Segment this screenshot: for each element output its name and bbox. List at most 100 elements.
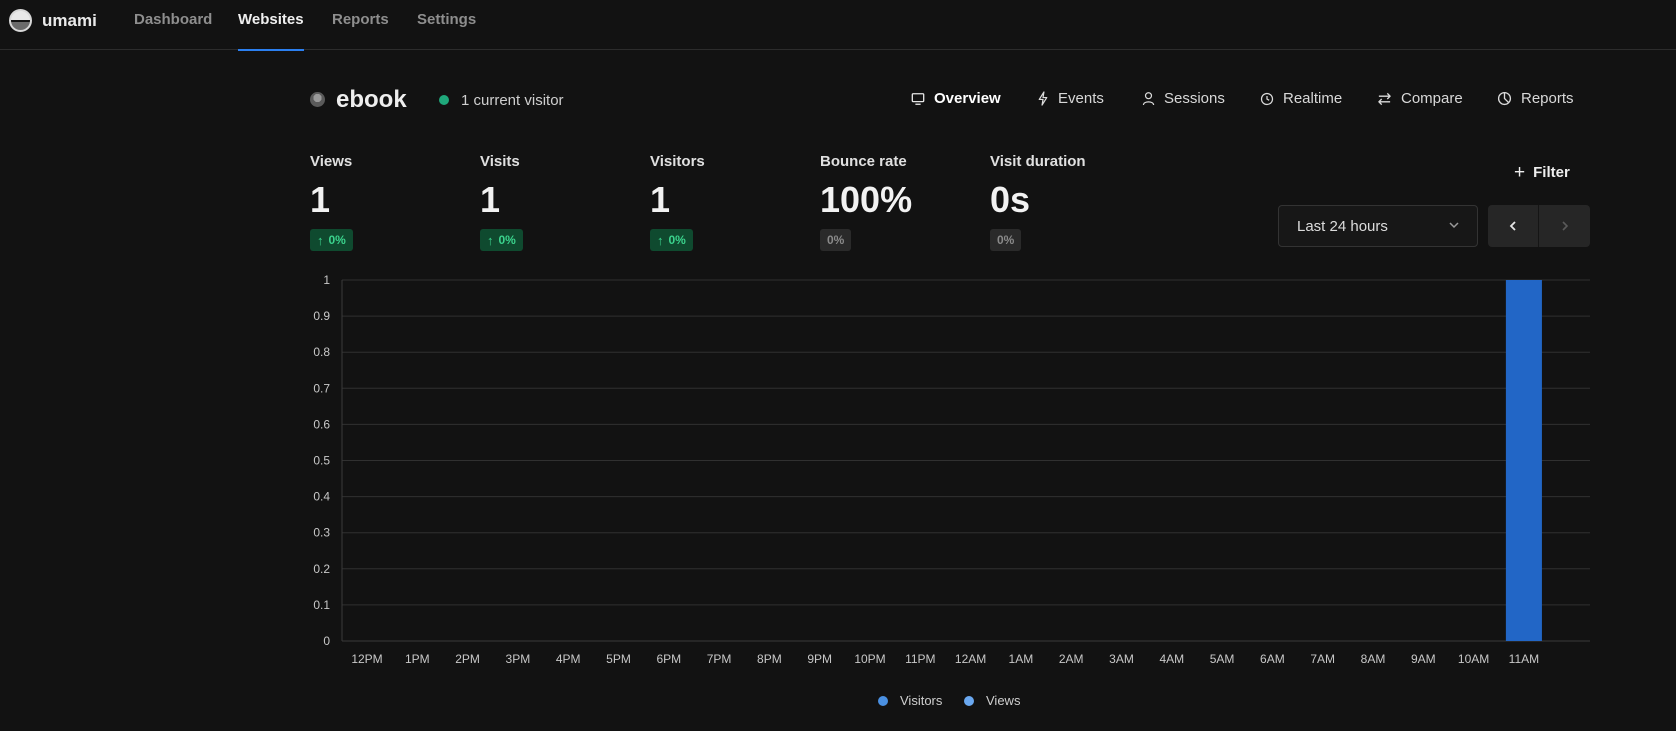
y-tick-label: 0.1 bbox=[313, 598, 330, 612]
metric-change: 0% bbox=[328, 233, 346, 247]
x-tick-label: 7PM bbox=[707, 652, 732, 666]
metric-change-badge: ↑ 0% bbox=[310, 229, 353, 251]
metric-value: 1 bbox=[650, 179, 671, 220]
metric-change: 0% bbox=[498, 233, 516, 247]
metric-label: Bounce rate bbox=[820, 153, 907, 170]
pie-icon bbox=[1497, 91, 1512, 106]
x-tick-label: 8PM bbox=[757, 652, 782, 666]
tab-compare[interactable]: Compare bbox=[1377, 90, 1463, 107]
tab-events[interactable]: Events bbox=[1037, 90, 1104, 107]
nav-dashboard[interactable]: Dashboard bbox=[134, 11, 213, 28]
metric-value: 100% bbox=[820, 179, 913, 220]
metric-visits: Visits 1 ↑ 0% bbox=[480, 153, 523, 251]
arrow-up-icon: ↑ bbox=[657, 232, 664, 248]
x-tick-label: 11AM bbox=[1509, 652, 1539, 666]
y-tick-label: 0.9 bbox=[313, 309, 330, 323]
metric-label: Visits bbox=[480, 153, 520, 170]
plus-icon: + bbox=[1514, 162, 1526, 183]
y-tick-label: 0.2 bbox=[313, 562, 330, 576]
y-tick-label: 1 bbox=[323, 273, 330, 287]
metric-value: 0s bbox=[990, 179, 1031, 220]
filter-button[interactable]: + Filter bbox=[1514, 162, 1570, 183]
x-tick-label: 5AM bbox=[1210, 652, 1235, 666]
date-range-select[interactable]: Last 24 hours bbox=[1278, 205, 1478, 247]
legend-views-dot bbox=[964, 695, 974, 706]
y-tick-label: 0 bbox=[323, 634, 330, 648]
metric-visitors: Visitors 1 ↑ 0% bbox=[650, 153, 705, 251]
x-tick-label: 6AM bbox=[1260, 652, 1285, 666]
y-tick-label: 0.5 bbox=[313, 454, 330, 468]
legend-visitors-dot bbox=[878, 695, 888, 706]
top-navigation: umami Dashboard Websites Reports Setting… bbox=[0, 0, 1676, 51]
nav-websites[interactable]: Websites bbox=[238, 11, 304, 51]
tab-events-label: Events bbox=[1058, 90, 1104, 107]
x-tick-label: 8AM bbox=[1361, 652, 1386, 666]
filter-label: Filter bbox=[1533, 164, 1570, 181]
y-tick-label: 0.3 bbox=[313, 526, 330, 540]
metric-bounce-rate: Bounce rate 100% 0% bbox=[820, 153, 912, 251]
tab-overview[interactable]: Overview bbox=[911, 90, 1001, 107]
metric-change: 0% bbox=[668, 233, 686, 247]
metric-change-badge: 0% bbox=[820, 229, 852, 251]
metric-change-badge: ↑ 0% bbox=[650, 229, 693, 251]
metric-change: 0% bbox=[997, 233, 1015, 247]
x-tick-label: 12AM bbox=[955, 652, 986, 666]
tab-realtime[interactable]: Realtime bbox=[1260, 90, 1342, 107]
live-status-icon bbox=[439, 95, 449, 105]
current-visitors[interactable]: 1 current visitor bbox=[461, 92, 564, 109]
x-tick-label: 9AM bbox=[1411, 652, 1436, 666]
y-tick-label: 0.6 bbox=[313, 417, 330, 431]
chevron-right-icon bbox=[1561, 221, 1568, 231]
x-tick-label: 10AM bbox=[1458, 652, 1489, 666]
tab-sessions[interactable]: Sessions bbox=[1142, 90, 1225, 107]
legend-views-label: Views bbox=[986, 693, 1021, 708]
tab-sessions-label: Sessions bbox=[1164, 90, 1225, 107]
x-tick-label: 9PM bbox=[807, 652, 832, 666]
brand-name: umami bbox=[42, 10, 97, 30]
date-pager bbox=[1488, 205, 1590, 247]
x-tick-label: 11PM bbox=[905, 652, 935, 666]
website-name: ebook bbox=[336, 86, 407, 113]
metric-value: 1 bbox=[310, 179, 331, 220]
metric-change-badge: ↑ 0% bbox=[480, 229, 523, 251]
y-tick-label: 0.7 bbox=[313, 381, 330, 395]
arrows-icon bbox=[1378, 92, 1391, 105]
x-tick-label: 3PM bbox=[506, 652, 531, 666]
metric-change-badge: 0% bbox=[990, 229, 1022, 251]
legend-views[interactable]: Views bbox=[964, 693, 1020, 708]
x-tick-label: 1PM bbox=[405, 652, 430, 666]
x-tick-label: 6PM bbox=[656, 652, 681, 666]
x-tick-label: 4AM bbox=[1159, 652, 1184, 666]
traffic-chart: 0 0.1 0.2 0.3 0.4 0.5 0.6 0.7 0.8 0.9 1 12PM 1PM 2PM 3… bbox=[313, 273, 1590, 666]
legend-visitors[interactable]: Visitors bbox=[878, 693, 942, 708]
nav-reports[interactable]: Reports bbox=[332, 11, 389, 28]
previous-period-button[interactable] bbox=[1488, 205, 1539, 247]
bar-views bbox=[1505, 280, 1542, 641]
x-tick-label: 5PM bbox=[606, 652, 631, 666]
tab-reports[interactable]: Reports bbox=[1497, 90, 1574, 107]
nav-settings[interactable]: Settings bbox=[417, 11, 477, 28]
metric-views: Views 1 ↑ 0% bbox=[310, 153, 353, 251]
lightning-icon bbox=[1038, 91, 1048, 106]
brand[interactable]: umami bbox=[9, 9, 97, 32]
y-tick-label: 0.4 bbox=[313, 490, 330, 504]
metric-label: Views bbox=[310, 153, 353, 170]
metric-visit-duration: Visit duration 0s 0% bbox=[990, 153, 1086, 251]
metric-label: Visitors bbox=[650, 153, 705, 170]
chevron-down-icon bbox=[1449, 222, 1459, 229]
clock-icon bbox=[1260, 92, 1274, 105]
tab-compare-label: Compare bbox=[1401, 90, 1463, 107]
x-tick-label: 2AM bbox=[1059, 652, 1084, 666]
x-tick-label: 12PM bbox=[351, 652, 382, 666]
date-range-value: Last 24 hours bbox=[1297, 217, 1388, 235]
tab-reports-label: Reports bbox=[1521, 90, 1574, 107]
next-period-button[interactable] bbox=[1539, 205, 1590, 247]
arrow-up-icon: ↑ bbox=[487, 232, 494, 248]
monitor-icon bbox=[911, 92, 925, 105]
chart-legend: Visitors Views bbox=[0, 693, 1676, 709]
arrow-up-icon: ↑ bbox=[317, 232, 324, 248]
x-tick-label: 7AM bbox=[1310, 652, 1335, 666]
y-tick-label: 0.8 bbox=[313, 345, 330, 359]
x-tick-label: 2PM bbox=[455, 652, 480, 666]
website-favicon-icon bbox=[310, 92, 325, 107]
